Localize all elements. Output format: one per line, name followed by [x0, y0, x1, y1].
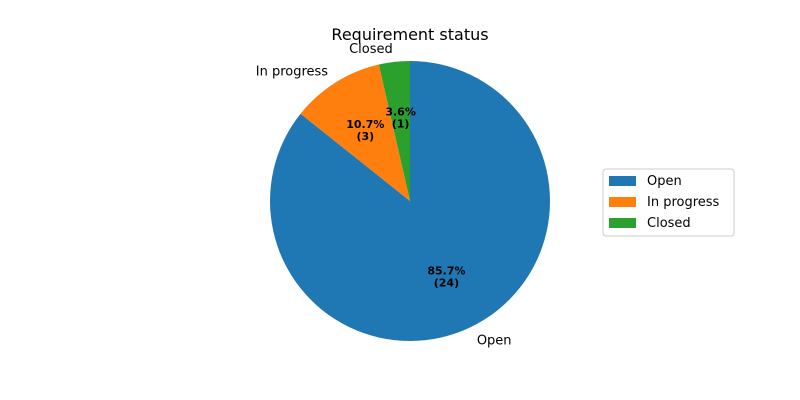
- legend-swatch-0: [609, 176, 636, 186]
- pie-slice-1: [300, 64, 410, 201]
- slice-percent-label-1: 10.7% (3): [346, 118, 384, 143]
- legend-swatch-1: [609, 197, 636, 207]
- legend: Open In progress Closed: [602, 168, 735, 237]
- slice-category-label-2: Closed: [349, 42, 393, 57]
- slice-percent-label-0: 85.7% (24): [427, 265, 465, 290]
- slice-category-label-0: Open: [477, 334, 512, 349]
- slice-percent-label-2: 3.6% (1): [385, 106, 416, 131]
- slice-category-label-1: In progress: [256, 65, 329, 80]
- chart-title: Requirement status: [331, 25, 488, 44]
- pie-slice-2: [378, 61, 410, 201]
- slice-labels: Open 85.7% (24) In progress 10.7% (3) Closed…: [256, 42, 512, 349]
- legend-label-0: Open: [647, 174, 682, 189]
- pie-slices: [270, 61, 550, 341]
- legend-swatch-2: [609, 218, 636, 228]
- legend-label-2: Closed: [647, 216, 691, 231]
- legend-label-1: In progress: [647, 195, 720, 210]
